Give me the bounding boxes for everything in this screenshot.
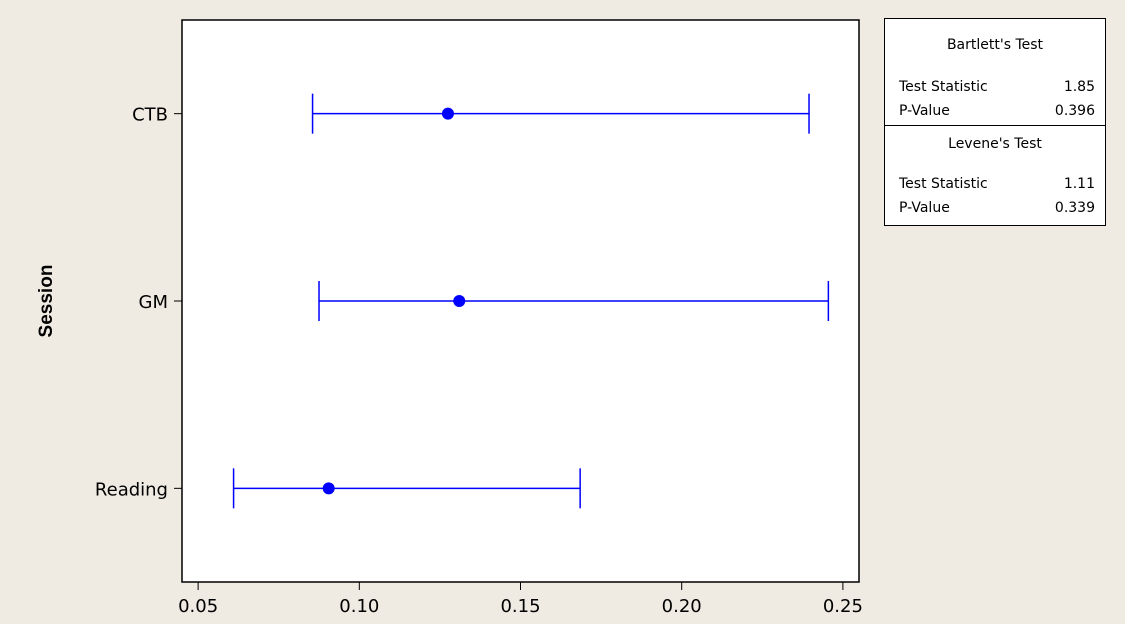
y-tick-label: Reading [95,479,168,500]
x-axis: 0.05 0.10 0.15 0.20 0.25 [178,582,863,617]
bartlett-p-value: 0.396 [1054,103,1095,119]
levene-stat-value: 1.11 [1063,176,1095,192]
interval-estimate-point [453,295,466,307]
bartlett-p-row: P-Value 0.396 [899,103,1095,119]
bartlett-stat-value: 1.85 [1063,79,1095,95]
bartlett-stat-row: Test Statistic 1.85 [899,79,1095,95]
x-tick-label: 0.10 [339,596,379,617]
levene-p-row: P-Value 0.339 [899,200,1095,216]
y-tick-label: CTB [132,105,168,126]
levene-p-label: P-Value [899,200,950,216]
interval-estimate-point [322,482,335,495]
levene-title: Levene's Test [948,136,1042,152]
bartlett-test-block: Bartlett's Test Test Statistic 1.85 P-Va… [885,19,1105,126]
x-tick-label: 0.20 [662,596,702,617]
x-tick-label: 0.05 [178,596,218,617]
y-tick-label: GM [139,292,168,313]
x-tick-label: 0.25 [823,596,863,617]
levene-stat-label: Test Statistic [899,176,988,192]
bartlett-p-label: P-Value [899,103,950,119]
bartlett-stat-label: Test Statistic [899,79,988,95]
interval-estimate-point [441,107,454,120]
bartlett-title: Bartlett's Test [946,37,1044,53]
x-tick-label: 0.15 [500,596,540,617]
levene-stat-row: Test Statistic 1.11 [899,176,1095,192]
stats-panel: Bartlett's Test Test Statistic 1.85 P-Va… [884,18,1106,226]
y-axis-title: Session [36,265,57,338]
interval-series [232,93,830,509]
y-axis: CTB GM Reading [95,105,182,500]
levene-p-value: 0.339 [1054,200,1095,216]
